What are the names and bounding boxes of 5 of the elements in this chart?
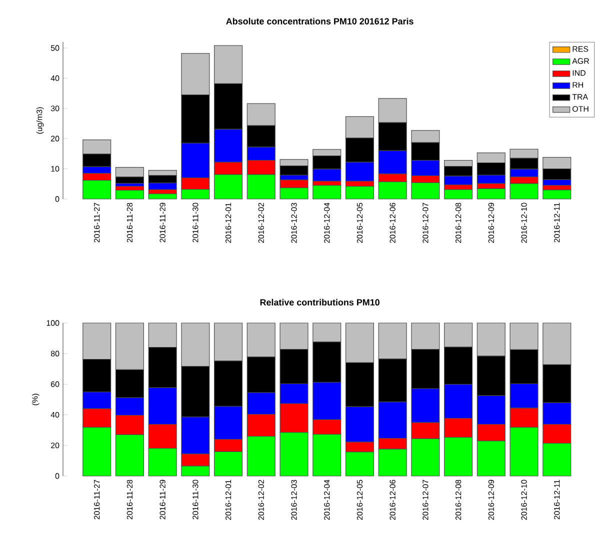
chart-title: Relative contributions PM10 — [260, 298, 380, 306]
bar — [115, 190, 144, 200]
chart-title: Absolute concentrations PM10 201612 Paris — [226, 18, 414, 24]
bar — [148, 194, 177, 200]
bar — [312, 185, 342, 200]
